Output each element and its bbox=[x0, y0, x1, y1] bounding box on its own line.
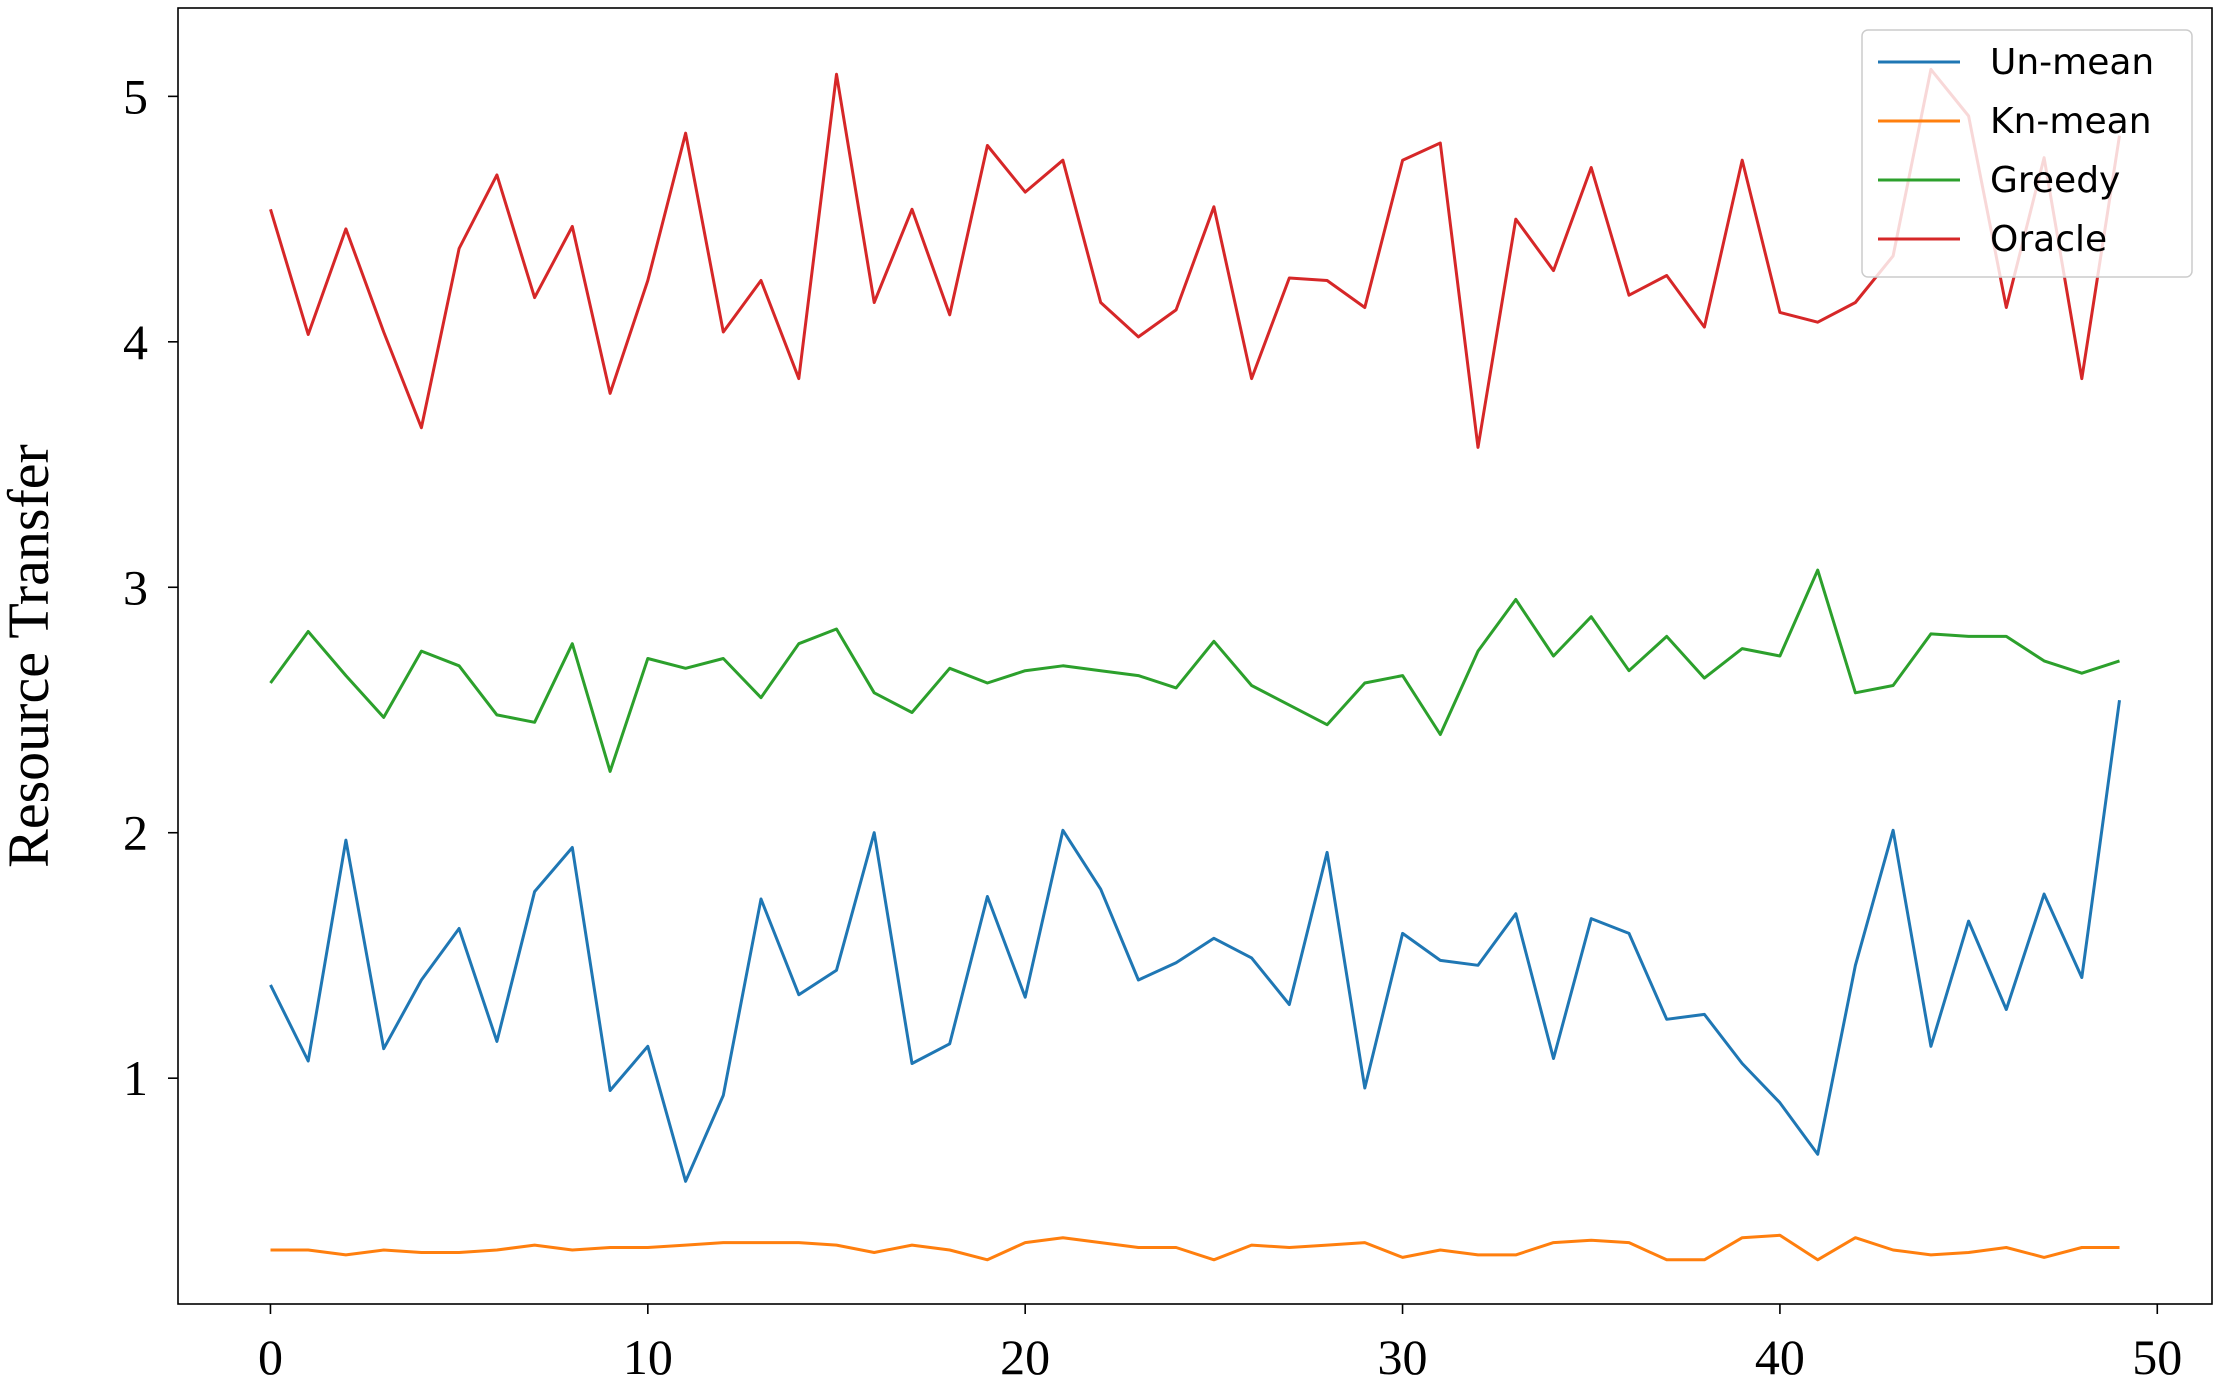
x-tick-label: 40 bbox=[1755, 1329, 1805, 1385]
legend-label-greedy: Greedy bbox=[1990, 160, 2120, 201]
x-tick-label: 30 bbox=[1378, 1329, 1428, 1385]
x-tick-label: 0 bbox=[258, 1329, 283, 1385]
y-tick-label: 4 bbox=[123, 314, 148, 370]
legend-box bbox=[1861, 29, 2193, 278]
y-tick-label: 3 bbox=[123, 559, 148, 615]
y-axis-title: Resource Transfer bbox=[0, 444, 61, 868]
x-tick-label: 20 bbox=[1000, 1329, 1050, 1385]
series-line-oracle bbox=[269, 67, 2121, 449]
legend: Un-mean Kn-mean Greedy Oracle bbox=[1861, 29, 2193, 278]
y-tick-label: 5 bbox=[123, 68, 148, 124]
legend-label-un-mean: Un-mean bbox=[1990, 42, 2154, 83]
x-tick-label: 10 bbox=[623, 1329, 673, 1385]
series-line-un-mean bbox=[269, 699, 2121, 1183]
series-line-kn-mean bbox=[270, 1233, 2120, 1262]
x-axis: 0 10 20 30 40 50 bbox=[258, 1304, 2182, 1385]
y-axis: 1 2 3 4 5 bbox=[123, 68, 178, 1106]
y-tick-label: 2 bbox=[123, 805, 148, 861]
series-line-greedy bbox=[269, 568, 2120, 773]
legend-label-oracle: Oracle bbox=[1990, 219, 2107, 260]
legend-label-kn-mean: Kn-mean bbox=[1990, 101, 2152, 142]
y-tick-label: 1 bbox=[123, 1050, 148, 1106]
series-lines bbox=[269, 67, 2121, 1262]
x-tick-label: 50 bbox=[2132, 1329, 2182, 1385]
